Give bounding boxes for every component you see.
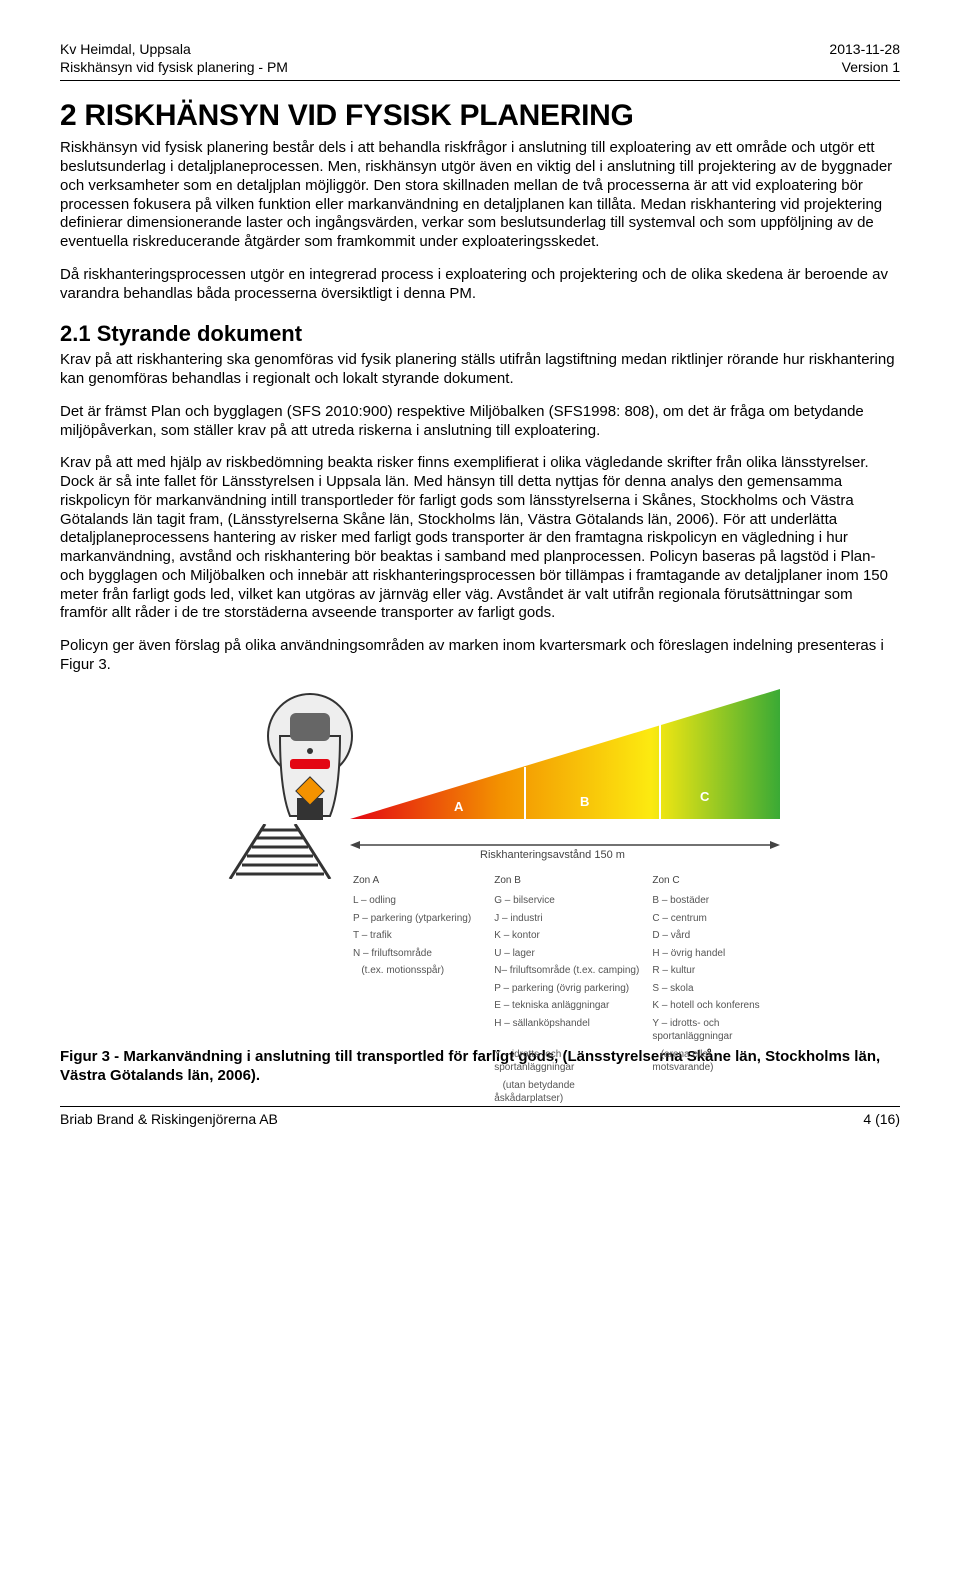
zone-table-cell: L – odling <box>352 893 491 909</box>
zone-table-cell: S – skola <box>651 981 778 997</box>
header-doc-title: Riskhänsyn vid fysisk planering - PM <box>60 58 288 76</box>
zone-table-cell <box>352 1047 491 1076</box>
distance-caption: Riskhanteringsavstånd 150 m <box>480 849 625 861</box>
zone-table-cell: (arena eller motsvarande) <box>651 1047 778 1076</box>
zone-table-cell: T – trafik <box>352 928 491 944</box>
section-2-para-1: Riskhänsyn vid fysisk planering består d… <box>60 139 900 252</box>
section-2-title: 2 RISKHÄNSYN VID FYSISK PLANERING <box>60 99 900 133</box>
zone-usage-table: Zon A Zon B Zon C L – odlingG – bilservi… <box>350 871 780 1109</box>
zone-table-cell <box>352 1016 491 1045</box>
zone-table-cell: C – centrum <box>651 911 778 927</box>
section-2-1-title: 2.1 Styrande dokument <box>60 321 900 347</box>
section-2-1-para-4: Policyn ger även förslag på olika använd… <box>60 637 900 675</box>
page-header: Kv Heimdal, Uppsala Riskhänsyn vid fysis… <box>60 40 900 76</box>
train-icon <box>265 691 355 821</box>
section-2-para-2: Då riskhanteringsprocessen utgör en inte… <box>60 266 900 304</box>
zone-table-cell: B – bostäder <box>651 893 778 909</box>
zone-table-cell: J – industri <box>493 911 649 927</box>
header-project: Kv Heimdal, Uppsala <box>60 40 288 58</box>
zone-table-cell: K – hotell och konferens <box>651 998 778 1014</box>
section-2-1-para-2: Det är främst Plan och bygglagen (SFS 20… <box>60 403 900 441</box>
header-rule <box>60 80 900 81</box>
zone-table-cell <box>352 998 491 1014</box>
footer-page-number: 4 (16) <box>863 1111 900 1127</box>
zone-table-cell <box>352 1078 491 1107</box>
risk-gradient-triangle: A B C <box>350 689 780 819</box>
railway-tracks-icon <box>210 824 350 879</box>
zone-table-cell: N – friluftsområde <box>352 946 491 962</box>
zone-b-head: Zon B <box>493 873 649 892</box>
zone-b-label: B <box>580 794 589 809</box>
zone-table-cell: G – bilservice <box>493 893 649 909</box>
zone-table-cell: Y – idrotts- och sportanläggningar <box>493 1047 649 1076</box>
header-date: 2013-11-28 <box>829 40 900 58</box>
zone-table-cell: P – parkering (övrig parkering) <box>493 981 649 997</box>
section-2-1-para-1: Krav på att riskhantering ska genomföras… <box>60 351 900 389</box>
figure-3: A B C Riskhanteringsavstånd 150 m Zon A … <box>180 689 780 1019</box>
section-2-1-para-3: Krav på att med hjälp av riskbedömning b… <box>60 454 900 623</box>
zone-table-cell: P – parkering (ytparkering) <box>352 911 491 927</box>
zone-table-cell: H – övrig handel <box>651 946 778 962</box>
zone-table-cell: Y – idrotts- och sportanläggningar <box>651 1016 778 1045</box>
zone-table-cell: H – sällanköpshandel <box>493 1016 649 1045</box>
zone-table-cell: R – kultur <box>651 963 778 979</box>
zone-table-cell <box>651 1078 778 1107</box>
page-footer: Briab Brand & Riskingenjörerna AB 4 (16) <box>60 1111 900 1127</box>
zone-table-cell: E – tekniska anläggningar <box>493 998 649 1014</box>
zone-table-cell: K – kontor <box>493 928 649 944</box>
zone-table-cell <box>352 981 491 997</box>
zone-c-label: C <box>700 789 709 804</box>
distance-arrow <box>350 837 780 847</box>
zone-c-head: Zon C <box>651 873 778 892</box>
footer-company: Briab Brand & Riskingenjörerna AB <box>60 1111 278 1127</box>
zone-table-cell: U – lager <box>493 946 649 962</box>
zone-a-label: A <box>454 799 463 814</box>
zone-table-cell: (t.ex. motionsspår) <box>352 963 491 979</box>
zone-table-cell: (utan betydande åskådarplatser) <box>493 1078 649 1107</box>
zone-a-head: Zon A <box>352 873 491 892</box>
zone-table-cell: D – vård <box>651 928 778 944</box>
zone-table-cell: N– friluftsområde (t.ex. camping) <box>493 963 649 979</box>
header-version: Version 1 <box>829 58 900 76</box>
